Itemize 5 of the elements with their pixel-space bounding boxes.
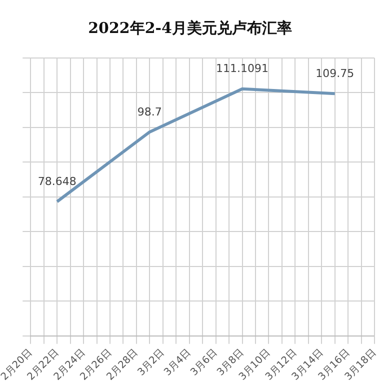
- data-label: 111.1091: [216, 62, 269, 76]
- data-label: 98.7: [137, 105, 162, 118]
- data-label: 78.648: [38, 174, 76, 188]
- data-label: 109.75: [316, 66, 354, 80]
- chart-title: 2022年2-4月美元兑卢布汇率: [88, 18, 292, 37]
